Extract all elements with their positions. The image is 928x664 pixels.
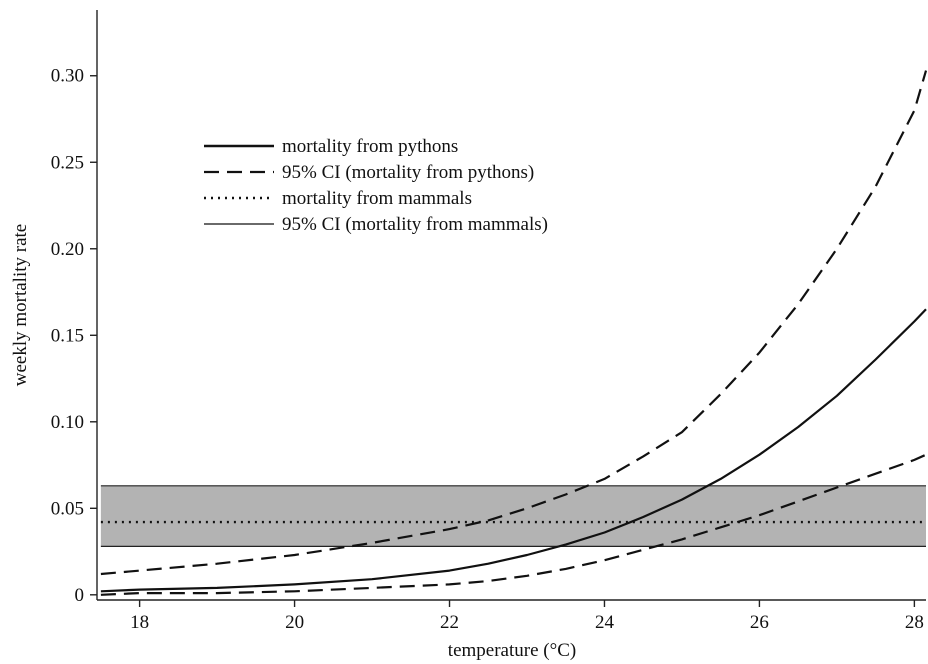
axes-layer bbox=[96, 10, 926, 601]
mammal-ci-band bbox=[100, 485, 926, 547]
y-tick-label: 0.05 bbox=[51, 498, 84, 519]
mammal-ci-band-layer bbox=[100, 485, 926, 547]
y-tick-label: 0.15 bbox=[51, 325, 84, 346]
y-tick-label: 0.25 bbox=[51, 152, 84, 173]
legend-label: mortality from mammals bbox=[282, 188, 472, 209]
y-axis-label: weekly mortality rate bbox=[10, 224, 31, 387]
series-line-2 bbox=[100, 453, 927, 596]
legend-label: mortality from pythons bbox=[282, 136, 458, 157]
series-layer bbox=[100, 70, 928, 596]
series-line-1 bbox=[100, 70, 928, 576]
series-line-0 bbox=[100, 308, 927, 593]
legend-label: 95% CI (mortality from pythons) bbox=[282, 162, 534, 183]
legend: mortality from pythons 95% CI (mortality … bbox=[204, 136, 548, 235]
x-tick-label: 18 bbox=[130, 612, 149, 633]
x-tick-label: 26 bbox=[750, 612, 769, 633]
legend-label: 95% CI (mortality from mammals) bbox=[282, 214, 548, 235]
x-tick-label: 24 bbox=[595, 612, 615, 633]
y-tick-label: 0.20 bbox=[51, 239, 84, 260]
x-axis-label: temperature (°C) bbox=[448, 640, 576, 661]
x-tick-label: 20 bbox=[285, 612, 304, 633]
y-tick-label: 0 bbox=[75, 585, 85, 606]
y-tick-label: 0.30 bbox=[51, 66, 84, 87]
x-tick-label: 22 bbox=[440, 612, 459, 633]
y-tick-label: 0.10 bbox=[51, 412, 84, 433]
ticks-layer: 0 0.05 0.10 0.15 0.20 0.25 0.30 18 20 22 24 26 28 bbox=[51, 66, 924, 633]
x-tick-label: 28 bbox=[905, 612, 924, 633]
